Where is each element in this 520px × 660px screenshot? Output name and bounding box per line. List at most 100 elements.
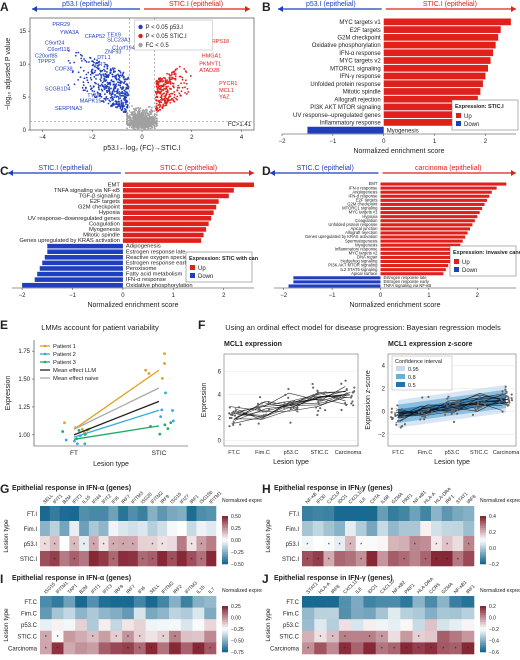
x-axis-label: Lesion type bbox=[434, 459, 470, 466]
colorbar-step bbox=[222, 530, 228, 534]
data-point bbox=[87, 71, 90, 74]
data-point bbox=[352, 404, 355, 407]
heatmap-cell bbox=[110, 630, 123, 643]
data-point bbox=[95, 62, 98, 65]
panel-label: E bbox=[0, 318, 9, 332]
data-point bbox=[172, 70, 175, 73]
data-point bbox=[103, 68, 105, 71]
bar-label: Estrogen response late bbox=[383, 275, 427, 280]
heatmap-cell bbox=[40, 596, 53, 608]
colorbar-step bbox=[222, 629, 228, 632]
heatmap-cell bbox=[204, 619, 217, 632]
colorbar-step bbox=[222, 540, 228, 543]
data-point bbox=[475, 405, 478, 408]
heatmap-cell bbox=[49, 521, 60, 537]
bar-label: Myogenesis bbox=[355, 242, 377, 247]
column-label: IFI6 bbox=[137, 585, 147, 595]
heatmap-cell bbox=[424, 596, 438, 608]
heatmap-cell bbox=[51, 596, 64, 608]
significance-mark: * bbox=[381, 635, 383, 641]
bar bbox=[380, 235, 466, 239]
data-point bbox=[125, 96, 128, 99]
data-point bbox=[132, 120, 134, 123]
heatmap-cell bbox=[69, 506, 80, 522]
heatmap-cell bbox=[338, 607, 352, 620]
data-point bbox=[124, 99, 127, 102]
heatmap-cell bbox=[366, 521, 378, 537]
bar-label: E2F targets bbox=[90, 199, 120, 205]
data-point bbox=[158, 106, 161, 108]
heatmap-cell bbox=[63, 630, 76, 643]
heatmap-cell bbox=[409, 551, 421, 567]
data-point bbox=[454, 401, 457, 404]
significance-mark: * bbox=[174, 635, 176, 641]
colorbar-step bbox=[480, 649, 486, 653]
data-point bbox=[140, 113, 142, 116]
data-point bbox=[176, 67, 179, 70]
data-point bbox=[75, 51, 78, 54]
heatmap-cell bbox=[128, 551, 139, 567]
bar-label: UV response–upregulated genes bbox=[293, 113, 381, 119]
data-point bbox=[117, 69, 120, 72]
panel-title: Using an ordinal effect model for diseas… bbox=[225, 323, 501, 332]
heatmap-cell bbox=[86, 642, 99, 655]
bar bbox=[383, 111, 473, 119]
data-point bbox=[117, 96, 120, 98]
data-point bbox=[314, 406, 318, 409]
x-tick-label: 1 bbox=[172, 293, 176, 299]
data-point bbox=[147, 113, 150, 116]
significance-mark: * bbox=[442, 647, 444, 653]
bar-label: Unfolded protein response bbox=[328, 222, 378, 227]
data-point bbox=[119, 71, 122, 74]
heatmap-cell bbox=[75, 607, 88, 620]
colorbar-step bbox=[222, 559, 228, 562]
data-point bbox=[294, 408, 297, 411]
data-point bbox=[122, 110, 125, 113]
colorbar-step bbox=[222, 619, 228, 623]
data-point bbox=[483, 399, 486, 402]
x-tick-label: −2 bbox=[89, 135, 97, 141]
data-point bbox=[165, 94, 167, 96]
row-label: FT.C bbox=[24, 600, 37, 606]
data-point bbox=[151, 115, 154, 118]
x-axis-label: Normalized enrichment score bbox=[349, 302, 440, 309]
arrow-head-right-icon bbox=[511, 170, 516, 176]
data-point bbox=[124, 109, 127, 111]
data-point bbox=[93, 90, 96, 93]
data-point bbox=[128, 115, 130, 118]
column-label: IFIT3 bbox=[102, 583, 114, 595]
data-point bbox=[399, 426, 402, 429]
data-point bbox=[116, 92, 118, 95]
panel-title: LMMs account for patient variability bbox=[41, 323, 159, 332]
colorbar-step bbox=[480, 540, 486, 543]
significance-mark: * bbox=[73, 558, 75, 564]
gene-label: ZNF93 bbox=[105, 50, 122, 56]
header-right-label: STIC.I (epithelial) bbox=[423, 1, 477, 8]
data-point bbox=[396, 413, 399, 416]
column-label: STAT1 bbox=[305, 581, 320, 596]
bar-label: TGF-β signaling bbox=[79, 194, 120, 200]
colorbar-step bbox=[480, 518, 486, 522]
data-point bbox=[148, 120, 151, 123]
data-point bbox=[91, 89, 94, 92]
legend-label: Down bbox=[464, 122, 479, 128]
column-label: IFIT3 bbox=[71, 493, 83, 505]
data-point bbox=[184, 70, 187, 72]
data-point bbox=[126, 100, 129, 103]
panel-label: J bbox=[262, 572, 269, 586]
data-point bbox=[160, 78, 163, 81]
data-point bbox=[131, 105, 133, 107]
colorbar-tick-label: −0.25 bbox=[231, 627, 244, 633]
data-point bbox=[85, 76, 88, 79]
heatmap-cell bbox=[98, 506, 109, 522]
data-point bbox=[111, 92, 114, 95]
data-point bbox=[119, 106, 122, 108]
heatmap-cell bbox=[302, 536, 314, 552]
data-point bbox=[179, 75, 182, 78]
data-point bbox=[126, 84, 129, 87]
data-point bbox=[77, 51, 80, 54]
data-point bbox=[239, 413, 242, 416]
x-tick-label: 1 bbox=[433, 139, 437, 145]
data-point bbox=[176, 89, 179, 92]
heatmap-cell bbox=[59, 506, 70, 522]
